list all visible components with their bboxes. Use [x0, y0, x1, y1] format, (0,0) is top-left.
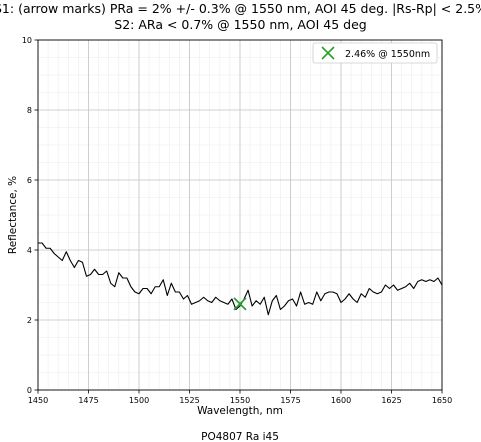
x-tick-label: 1550 [230, 396, 250, 405]
y-tick-label: 0 [27, 386, 32, 395]
x-tick-label: 1525 [179, 396, 199, 405]
x-tick-label: 1475 [78, 396, 98, 405]
x-tick-label: 1450 [28, 396, 48, 405]
y-tick-label: 10 [22, 36, 32, 45]
y-tick-label: 4 [27, 246, 32, 255]
y-tick-label: 6 [27, 176, 32, 185]
legend: 2.46% @ 1550nm [312, 42, 438, 64]
figure-footer: PO4807 Ra i45 [201, 431, 279, 442]
chart-title-line-2: S2: ARa < 0.7% @ 1550 nm, AOI 45 deg [114, 17, 366, 32]
series-line-0 [38, 242, 443, 316]
x-tick-label: 1650 [432, 396, 452, 405]
x-tick-label: 1575 [280, 396, 300, 405]
series-layer [38, 242, 443, 316]
ticks-layer: 1450 1475 1500 1525 1550 1575 1600 1625 1650 0 2 4 6… [22, 36, 452, 405]
legend-label: 2.46% @ 1550nm [345, 49, 430, 60]
chart-title-line-1: S1: (arrow marks) PRa = 2% +/- 0.3% @ 15… [0, 1, 481, 16]
legend-box [312, 42, 438, 64]
y-tick-label: 8 [27, 106, 32, 115]
marker-point-x-icon [233, 297, 247, 311]
y-axis-label: Reflectance, % [7, 176, 19, 254]
x-tick-label: 1600 [331, 396, 351, 405]
x-axis-label: Wavelength, nm [197, 405, 283, 417]
marker-layer [233, 297, 247, 311]
x-tick-label: 1500 [129, 396, 149, 405]
x-tick-label: 1625 [381, 396, 401, 405]
legend-marker-x-icon [321, 46, 335, 60]
marker-stroke [233, 297, 247, 311]
y-tick-label: 2 [27, 316, 32, 325]
